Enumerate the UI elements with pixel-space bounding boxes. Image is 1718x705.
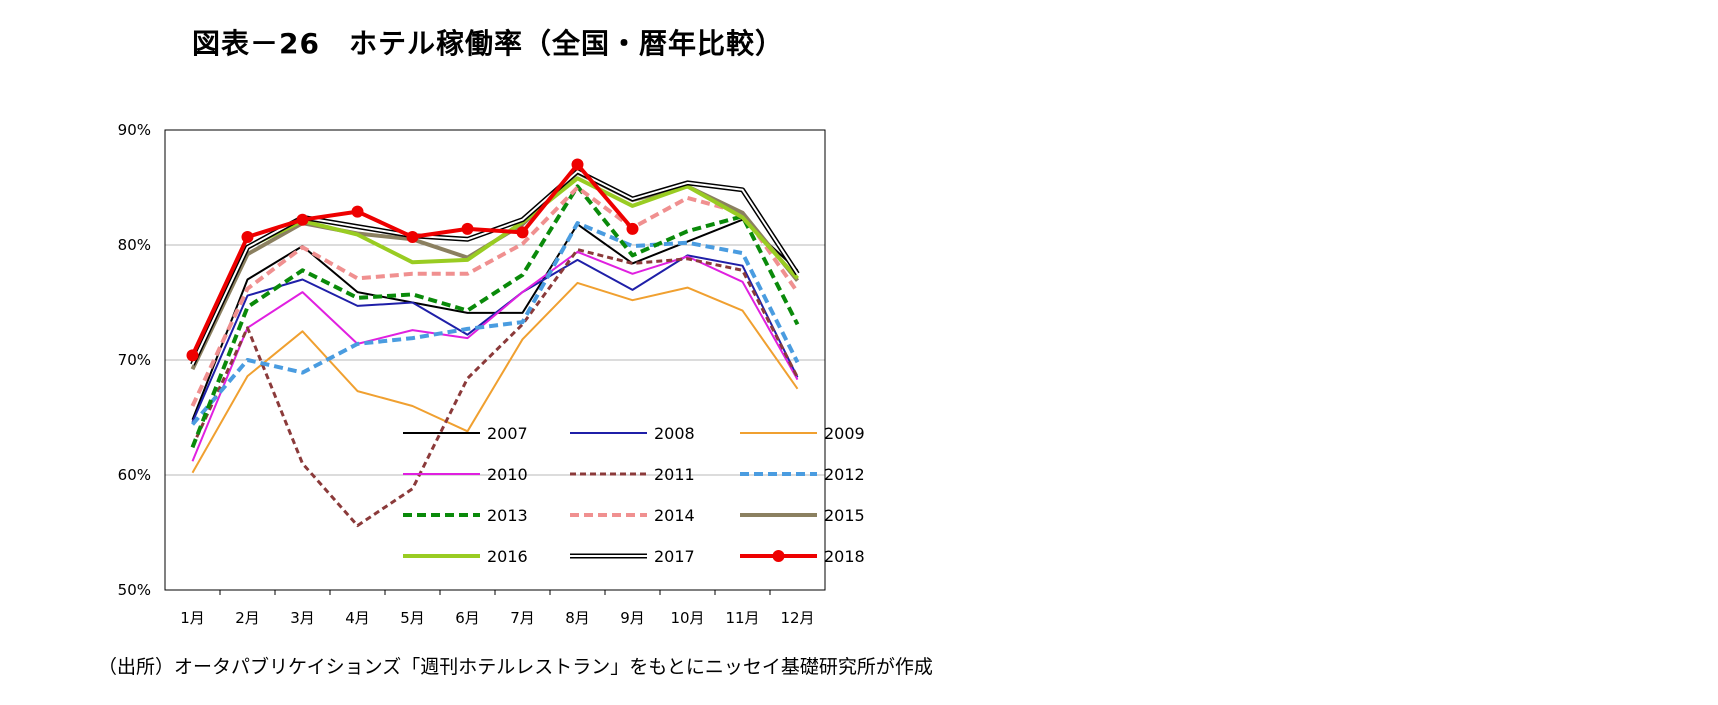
y-tick-label: 60%: [118, 466, 151, 484]
series-line-2016: [190, 176, 799, 364]
x-tick-label: 12月: [780, 609, 814, 627]
series-line-2017-outer: [190, 168, 800, 366]
x-tick-label: 6月: [455, 609, 480, 627]
series-2011: [191, 248, 799, 528]
data-point-2018: [626, 222, 639, 235]
data-point-2018: [461, 222, 474, 235]
legend-label-2008: 2008: [654, 424, 695, 443]
series-line-2013: [190, 184, 800, 449]
legend-entry-2013: 2013: [403, 506, 528, 525]
x-tick-label: 7月: [510, 609, 535, 627]
legend-entry-2016: 2016: [403, 547, 528, 566]
legend-label-2010: 2010: [487, 465, 528, 484]
series-lines: [186, 158, 800, 528]
x-tick-label: 11月: [725, 609, 759, 627]
series-2009: [191, 281, 799, 474]
series-2013: [190, 184, 800, 449]
series-line-2009: [191, 281, 799, 474]
y-tick-label: 50%: [118, 581, 151, 599]
data-point-2018: [571, 158, 584, 171]
legend-entry-2017: 2017: [570, 547, 695, 566]
y-tick-label: 70%: [118, 351, 151, 369]
y-tick-label: 90%: [118, 121, 151, 139]
legend-label-2017: 2017: [654, 547, 695, 566]
x-tick-label: 3月: [290, 609, 315, 627]
series-line-2011: [191, 248, 799, 528]
legend-label-2018: 2018: [824, 547, 865, 566]
y-tick-label: 80%: [118, 236, 151, 254]
series-2016: [190, 176, 799, 364]
legend-entry-2011: 2011: [570, 465, 695, 484]
x-tick-label: 5月: [400, 609, 425, 627]
legend-entry-2008: 2008: [570, 424, 695, 443]
series-line-2014: [190, 185, 800, 407]
chart-title: 図表－26 ホテル稼働率（全国・暦年比較）: [192, 27, 784, 60]
source-note: （出所）オータパブリケイションズ「週刊ホテルレストラン」をもとにニッセイ基礎研究…: [98, 656, 933, 678]
x-tick-label: 2月: [235, 609, 260, 627]
legend: 2007 2008 2009 2010 2011 2012 2013 2014 2015 2016…: [403, 424, 865, 566]
data-point-2018: [516, 226, 529, 239]
x-tick-label: 4月: [345, 609, 370, 627]
x-tick-label: 10月: [670, 609, 704, 627]
series-2008: [191, 254, 799, 423]
legend-entry-2012: 2012: [740, 465, 865, 484]
legend-entry-2018: 2018: [740, 547, 865, 566]
legend-entry-2015: 2015: [740, 506, 865, 525]
legend-entry-2007: 2007: [403, 424, 528, 443]
series-line-2007: [191, 218, 799, 421]
grid-lines: [165, 244, 825, 476]
legend-label-2011: 2011: [654, 465, 695, 484]
legend-label-2014: 2014: [654, 506, 695, 525]
data-point-2018: [351, 205, 364, 218]
legend-label-2013: 2013: [487, 506, 528, 525]
data-point-2018: [186, 349, 199, 362]
legend-entry-2009: 2009: [740, 424, 865, 443]
series-line-2017-inner: [191, 170, 799, 366]
legend-entry-2014: 2014: [570, 506, 695, 525]
legend-label-2012: 2012: [824, 465, 865, 484]
series-2017: [190, 168, 800, 366]
axes: 50% 60% 70% 80% 90% 1月 2月 3月 4月 5月 6月 7月 8月 9月 10月 11月 1…: [118, 121, 826, 627]
data-point-2018: [406, 230, 419, 243]
series-2012: [190, 221, 800, 426]
legend-marker-2018: [772, 550, 785, 562]
data-point-2018: [296, 213, 309, 226]
series-2014: [190, 185, 800, 407]
legend-label-2015: 2015: [824, 506, 865, 525]
series-2018: [186, 158, 639, 362]
data-point-2018: [241, 230, 254, 243]
legend-entry-2010: 2010: [403, 465, 528, 484]
series-line-2012: [190, 221, 800, 426]
legend-label-2007: 2007: [487, 424, 528, 443]
legend-label-2016: 2016: [487, 547, 528, 566]
x-tick-label: 1月: [180, 609, 205, 627]
x-tick-label: 8月: [565, 609, 590, 627]
legend-label-2009: 2009: [824, 424, 865, 443]
x-tick-label: 9月: [620, 609, 645, 627]
series-line-2008: [191, 254, 799, 423]
series-2007: [191, 218, 799, 421]
